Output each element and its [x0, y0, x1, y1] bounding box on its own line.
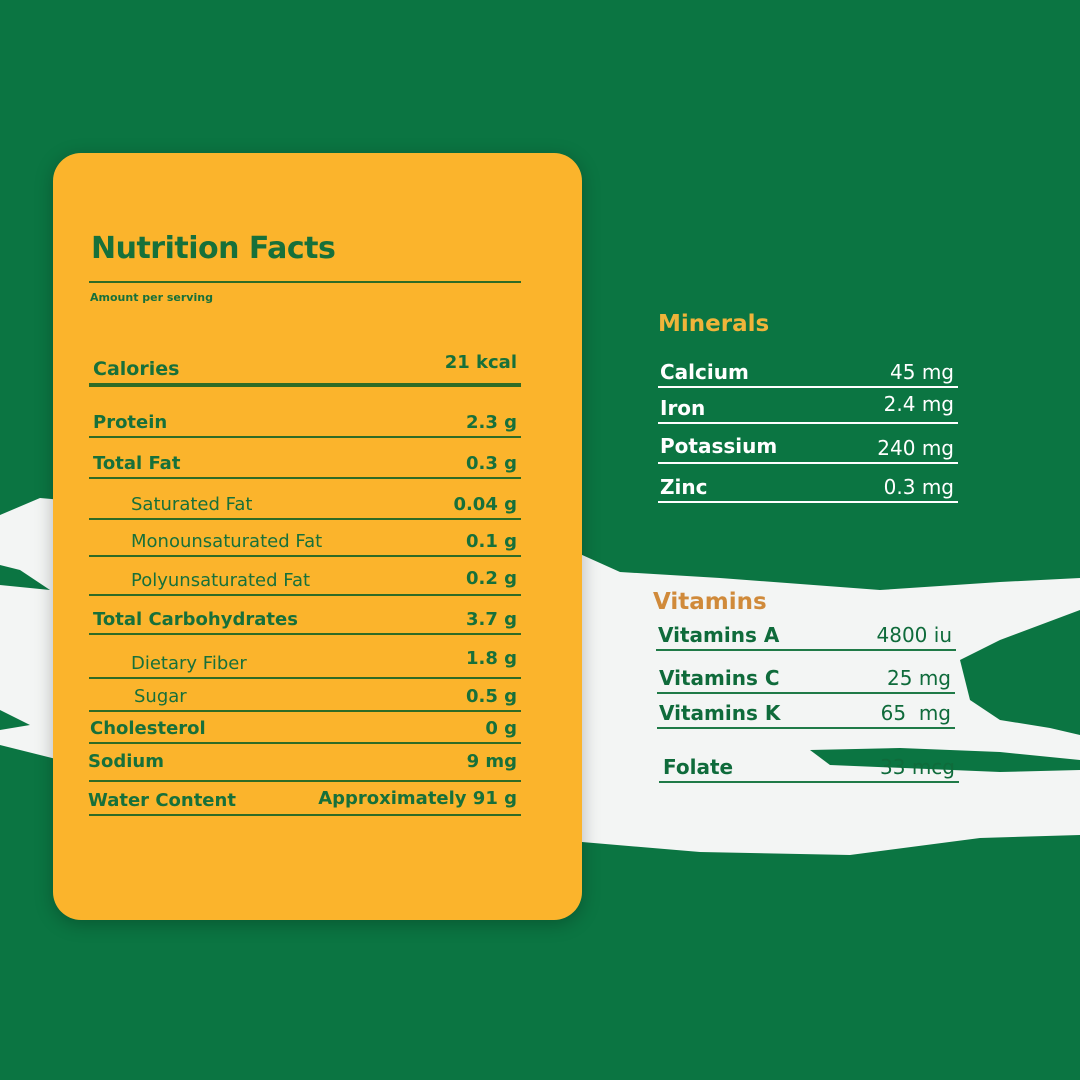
row-value: 4800 iu — [876, 623, 953, 647]
row-value: 9 mg — [466, 751, 517, 772]
mineral-row-potassium: Potassium 240 mg — [658, 432, 958, 464]
vitamin-row-folate: Folate 33 mcg — [659, 751, 959, 783]
nutrition-row-polyunsaturated-fat: Polyunsaturated Fat 0.2 g — [89, 564, 521, 596]
row-label: Sugar — [134, 686, 187, 707]
row-label: Monounsaturated Fat — [131, 531, 323, 552]
row-label: Vitamins C — [659, 666, 780, 690]
row-value: 33 mcg — [880, 755, 955, 779]
row-value: 2.4 mg — [883, 392, 954, 416]
row-label: Calcium — [660, 360, 749, 384]
nutrition-row-water-content: Water Content Approximately 91 g — [88, 784, 521, 816]
row-value: 25 mg — [887, 666, 951, 690]
row-label: Potassium — [660, 434, 778, 458]
row-label: Cholesterol — [90, 718, 206, 739]
row-value: 45 mg — [890, 360, 954, 384]
row-label: Zinc — [660, 475, 708, 499]
row-value: 0.1 g — [465, 531, 517, 552]
vitamins-heading: Vitamins — [653, 589, 767, 615]
row-label: Sodium — [88, 751, 164, 772]
row-value: 240 mg — [877, 436, 954, 460]
nutrition-row-sodium: Sodium 9 mg — [88, 750, 521, 782]
nutrition-row-saturated-fat: Saturated Fat 0.04 g — [89, 488, 521, 520]
nutrition-row-monounsaturated-fat: Monounsaturated Fat 0.1 g — [89, 525, 521, 557]
nutrition-row-total-fat: Total Fat 0.3 g — [89, 447, 521, 479]
row-value: 1.8 g — [465, 648, 517, 669]
vitamin-row-k: Vitamins K 65 mg — [657, 697, 955, 729]
nutrition-facts-card: Nutrition Facts Amount per serving Calor… — [53, 153, 582, 920]
row-label: Folate — [663, 755, 734, 779]
nutrition-row-cholesterol: Cholesterol 0 g — [89, 712, 521, 744]
divider — [89, 281, 521, 283]
nutrition-row-calories: Calories 21 kcal — [89, 352, 521, 387]
row-value: 0.3 mg — [883, 475, 954, 499]
mineral-row-iron: Iron 2.4 mg — [658, 392, 958, 424]
row-label: Protein — [93, 412, 168, 433]
row-value: 0.04 g — [453, 494, 517, 515]
row-value: 3.7 g — [465, 609, 517, 630]
row-value: 0.5 g — [465, 686, 517, 707]
amount-per-serving: Amount per serving — [90, 291, 213, 304]
row-value: 0.2 g — [465, 568, 517, 589]
row-label: Calories — [93, 358, 180, 380]
row-value: 0.3 g — [465, 453, 517, 474]
vitamin-row-c: Vitamins C 25 mg — [657, 662, 955, 694]
row-label: Dietary Fiber — [131, 653, 247, 674]
mineral-row-zinc: Zinc 0.3 mg — [658, 471, 958, 503]
row-value: 65 mg — [880, 701, 951, 725]
nutrition-row-total-carbohydrates: Total Carbohydrates 3.7 g — [89, 603, 521, 635]
nutrition-row-protein: Protein 2.3 g — [89, 406, 521, 438]
nutrition-row-dietary-fiber: Dietary Fiber 1.8 g — [89, 647, 521, 679]
row-label: Total Fat — [93, 453, 181, 474]
row-value: 0 g — [485, 718, 517, 739]
row-label: Vitamins K — [659, 701, 781, 725]
row-label: Polyunsaturated Fat — [131, 570, 311, 591]
vitamin-row-a: Vitamins A 4800 iu — [656, 619, 956, 651]
row-label: Water Content — [88, 790, 236, 811]
row-label: Total Carbohydrates — [93, 609, 298, 630]
nutrition-row-sugar: Sugar 0.5 g — [89, 680, 521, 712]
row-value: 2.3 g — [465, 412, 517, 433]
row-label: Saturated Fat — [131, 494, 253, 515]
nutrition-facts-title: Nutrition Facts — [91, 231, 336, 266]
row-label: Iron — [660, 396, 706, 420]
row-label: Vitamins A — [658, 623, 780, 647]
minerals-heading: Minerals — [658, 311, 770, 337]
mineral-row-calcium: Calcium 45 mg — [658, 356, 958, 388]
row-value: Approximately 91 g — [318, 788, 517, 809]
row-value: 21 kcal — [444, 352, 517, 373]
